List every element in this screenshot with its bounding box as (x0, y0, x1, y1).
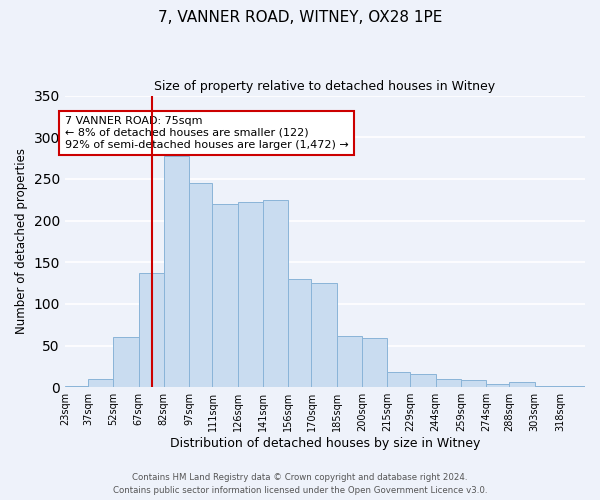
Bar (263, 200, 288, 387)
Bar (189, 183, 212, 387)
X-axis label: Distribution of detached houses by size in Witney: Distribution of detached houses by size … (170, 437, 480, 450)
Title: Size of property relative to detached houses in Witney: Size of property relative to detached ho… (154, 80, 496, 93)
Bar (387, 372, 410, 387)
Bar (560, 386, 585, 387)
Bar (461, 380, 486, 387)
Text: Contains HM Land Registry data © Crown copyright and database right 2024.
Contai: Contains HM Land Registry data © Crown c… (113, 474, 487, 495)
Bar (113, 337, 139, 387)
Bar (410, 374, 436, 387)
Bar (238, 202, 263, 387)
Bar (535, 386, 560, 387)
Bar (486, 384, 509, 387)
Y-axis label: Number of detached properties: Number of detached properties (15, 148, 28, 334)
Bar (288, 279, 311, 387)
Bar (509, 382, 535, 387)
Bar (436, 379, 461, 387)
Bar (212, 204, 238, 387)
Bar (164, 156, 189, 387)
Bar (362, 338, 387, 387)
Text: 7, VANNER ROAD, WITNEY, OX28 1PE: 7, VANNER ROAD, WITNEY, OX28 1PE (158, 10, 442, 25)
Text: 7 VANNER ROAD: 75sqm
← 8% of detached houses are smaller (122)
92% of semi-detac: 7 VANNER ROAD: 75sqm ← 8% of detached ho… (65, 116, 349, 150)
Bar (88, 379, 113, 387)
Bar (311, 283, 337, 387)
Bar (65, 386, 88, 387)
Bar (337, 336, 362, 387)
Bar (139, 273, 164, 387)
